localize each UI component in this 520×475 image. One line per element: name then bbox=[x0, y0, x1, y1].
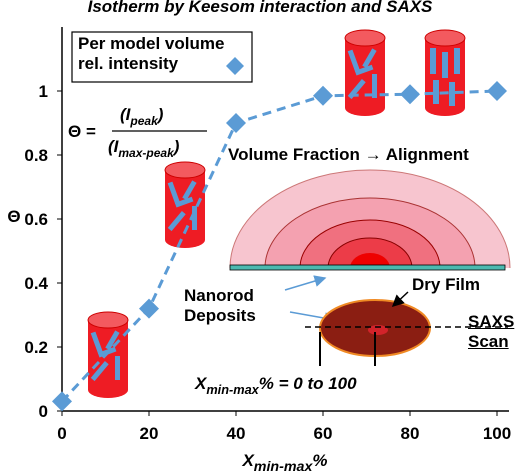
sub-text: Xmin-max% = 0 to 100 bbox=[194, 374, 357, 397]
text-tail: ) bbox=[172, 137, 180, 156]
text-sub: peak bbox=[129, 114, 159, 128]
legend-box bbox=[71, 31, 253, 83]
text-main: X bbox=[241, 451, 255, 470]
legend-marker bbox=[226, 57, 244, 75]
legend-label: Per model volume rel. intensity bbox=[78, 34, 225, 73]
text-main: (I bbox=[120, 105, 132, 124]
y-tick-label: 0.2 bbox=[24, 338, 48, 357]
text-sub: min-max bbox=[206, 382, 259, 397]
text-main: (I bbox=[108, 137, 120, 156]
data-point bbox=[313, 85, 333, 106]
data-point bbox=[52, 391, 72, 412]
data-point bbox=[487, 81, 507, 101]
y-tick-label: 0.6 bbox=[24, 210, 48, 229]
text-sub: min-max bbox=[254, 459, 314, 475]
y-tick-label: 0.4 bbox=[24, 274, 48, 293]
sub-text: (Ipeak) bbox=[120, 105, 164, 128]
x-tick-label: 80 bbox=[401, 424, 420, 443]
text-sub: max-peak bbox=[118, 146, 175, 160]
y-label: Θ bbox=[7, 207, 20, 226]
annotation: Nanorod Deposits bbox=[184, 286, 256, 325]
y-tick-label: 0 bbox=[39, 402, 48, 421]
annotation: Volume Fraction → Alignment bbox=[228, 145, 469, 164]
x-tick-label: 100 bbox=[483, 424, 511, 443]
series-line bbox=[60, 89, 498, 403]
data-point bbox=[139, 298, 159, 319]
chart-title: Isotherm by Keesom interaction and SAXS bbox=[88, 0, 433, 16]
y-tick-label: 1 bbox=[39, 82, 48, 101]
saxs-illustration bbox=[229, 169, 511, 366]
x-tick-label: 40 bbox=[227, 424, 246, 443]
sub-text: Xmin-max% bbox=[241, 451, 327, 475]
sub-text: (Imax-peak) bbox=[108, 137, 180, 160]
text-tail: ) bbox=[156, 105, 164, 124]
x-tick-label: 20 bbox=[140, 424, 159, 443]
text-tail: % bbox=[312, 451, 327, 470]
text-main: X bbox=[194, 374, 208, 393]
annotation: SAXS Scan bbox=[468, 312, 515, 351]
x-tick-label: 60 bbox=[314, 424, 333, 443]
formula-lhs: Θ = bbox=[68, 122, 96, 141]
data-point bbox=[400, 84, 420, 105]
text-tail: % = 0 to 100 bbox=[259, 374, 357, 393]
annotation: Dry Film bbox=[412, 275, 480, 294]
data-point bbox=[226, 113, 246, 133]
y-tick-label: 0.8 bbox=[24, 146, 48, 165]
x-tick-label: 0 bbox=[57, 424, 66, 443]
